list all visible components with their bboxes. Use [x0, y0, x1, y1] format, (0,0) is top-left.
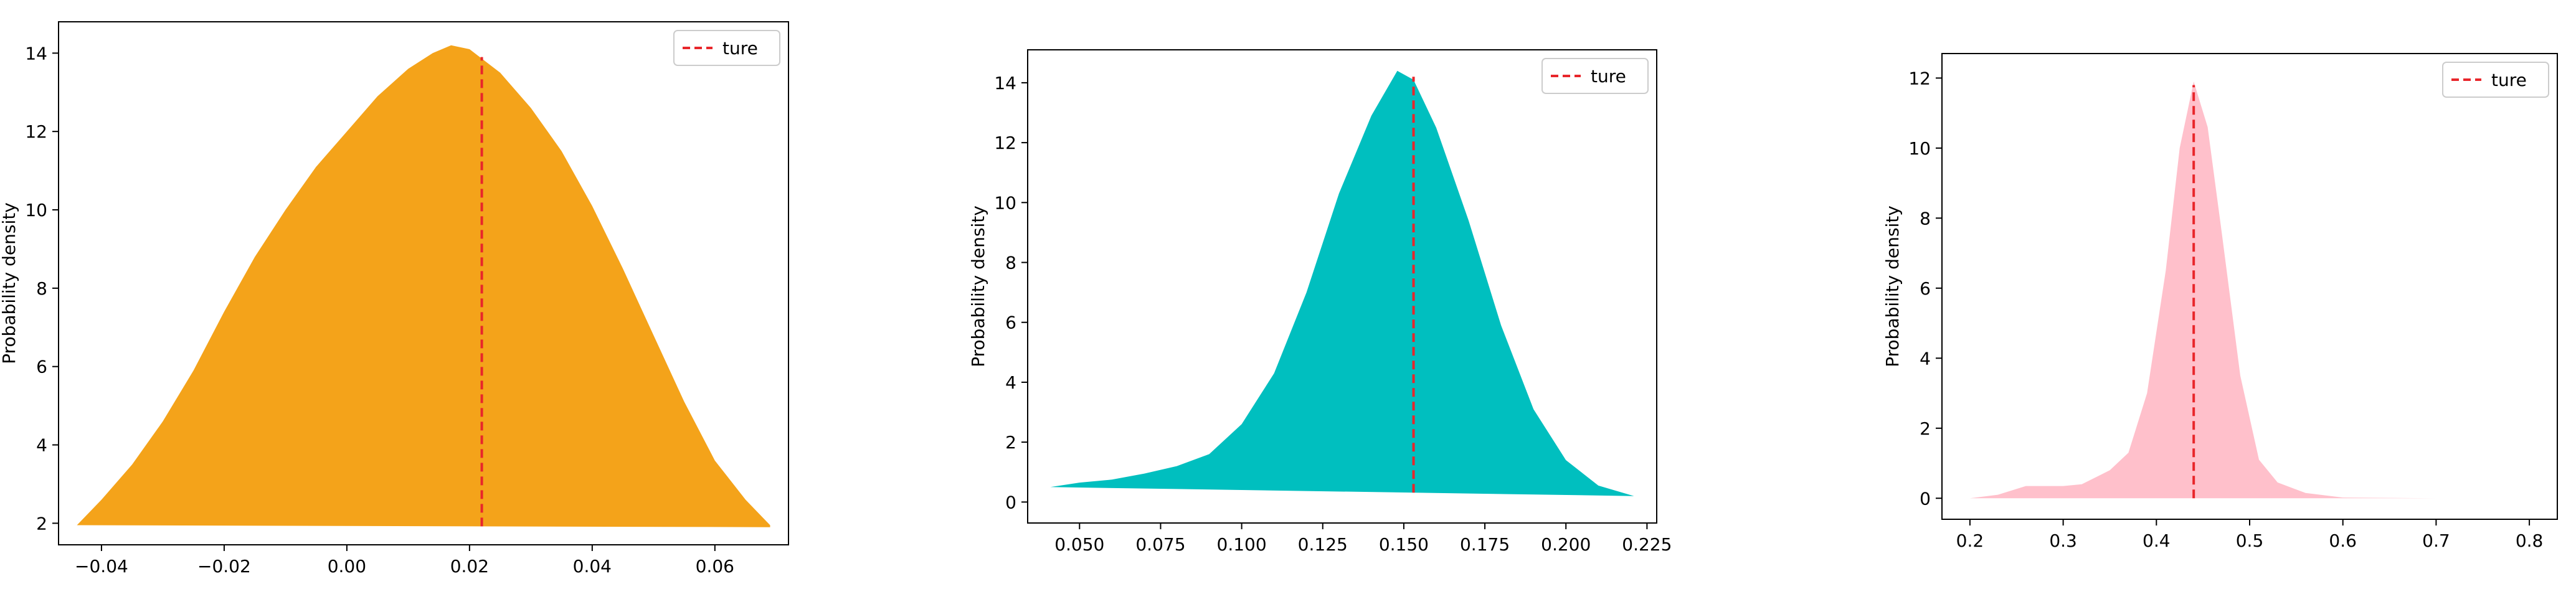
x-tick-label: 0.02	[450, 556, 489, 577]
y-tick-label: 0	[1005, 492, 1016, 512]
x-tick-label: 0.5	[2236, 530, 2264, 551]
y-tick-label: 10	[994, 192, 1016, 213]
x-tick-label: −0.02	[197, 556, 251, 577]
x-tick-label: 0.175	[1460, 534, 1510, 555]
y-tick-label: 8	[1920, 208, 1931, 229]
y-tick-label: 6	[1920, 278, 1931, 299]
y-tick-label: 2	[1005, 432, 1016, 453]
legend-box	[2442, 62, 2549, 98]
y-tick-label: 14	[25, 43, 47, 64]
legend-label: ture	[1591, 66, 1626, 87]
legend-box	[673, 30, 780, 66]
x-tick-label: 0.200	[1541, 534, 1591, 555]
y-tick-label: 8	[1005, 253, 1016, 273]
y-axis-label: Probability density	[0, 202, 19, 364]
y-tick-label: 14	[994, 73, 1016, 93]
x-tick-label: 0.7	[2422, 530, 2450, 551]
y-tick-label: 12	[994, 133, 1016, 153]
x-tick-label: 0.225	[1622, 534, 1672, 555]
density-area	[77, 45, 770, 527]
legend-label: ture	[722, 38, 758, 59]
y-tick-label: 2	[36, 513, 47, 534]
y-tick-label: 8	[36, 278, 47, 299]
x-tick-label: −0.04	[75, 556, 128, 577]
axes-frame	[1027, 49, 1657, 524]
y-tick-label: 12	[25, 121, 47, 142]
y-tick-label: 6	[36, 357, 47, 377]
y-tick-label: 2	[1920, 418, 1931, 439]
chart-1: −0.04 −0.02 0.00 0.02 0.04 0.06 2 4 6 8 10 12 14 Prob…	[0, 21, 789, 577]
y-tick-label: 10	[25, 200, 47, 220]
x-tick-label: 0.150	[1379, 534, 1429, 555]
legend: ture	[673, 30, 780, 66]
axes-frame	[58, 21, 789, 545]
legend: ture	[2442, 62, 2549, 98]
y-tick-label: 4	[36, 435, 47, 456]
x-tick-label: 0.075	[1135, 534, 1185, 555]
x-tick-label: 0.4	[2143, 530, 2171, 551]
y-tick-label: 12	[1908, 68, 1931, 88]
x-tick-label: 0.100	[1217, 534, 1267, 555]
x-tick-label: 0.2	[1956, 530, 1984, 551]
x-tick-label: 0.00	[328, 556, 366, 577]
chart-3: 0.2 0.3 0.4 0.5 0.6 0.7 0.8 0 2 4 6 8 10 12 Probabilit…	[1882, 53, 2558, 551]
x-tick-label: 0.050	[1054, 534, 1104, 555]
x-tick-label: 0.06	[696, 556, 734, 577]
x-tick-label: 0.8	[2516, 530, 2544, 551]
density-area	[1969, 82, 2530, 499]
x-tick-label: 0.6	[2329, 530, 2357, 551]
y-tick-label: 4	[1920, 348, 1931, 369]
x-tick-label: 0.04	[573, 556, 612, 577]
x-tick-label: 0.3	[2049, 530, 2077, 551]
chart-2: 0.050 0.075 0.100 0.125 0.150 0.175 0.200 0.225…	[968, 49, 1672, 555]
x-tick-label: 0.125	[1298, 534, 1348, 555]
y-tick-label: 10	[1908, 138, 1931, 159]
legend-label: ture	[2491, 70, 2527, 90]
density-area	[1050, 70, 1634, 496]
y-tick-label: 0	[1920, 488, 1931, 509]
legend-box	[1541, 58, 1649, 94]
y-axis-label: Probability density	[1882, 205, 1903, 367]
y-tick-label: 4	[1005, 372, 1016, 393]
legend: ture	[1541, 58, 1649, 94]
y-tick-label: 6	[1005, 313, 1016, 333]
y-axis-label: Probability density	[968, 205, 988, 367]
